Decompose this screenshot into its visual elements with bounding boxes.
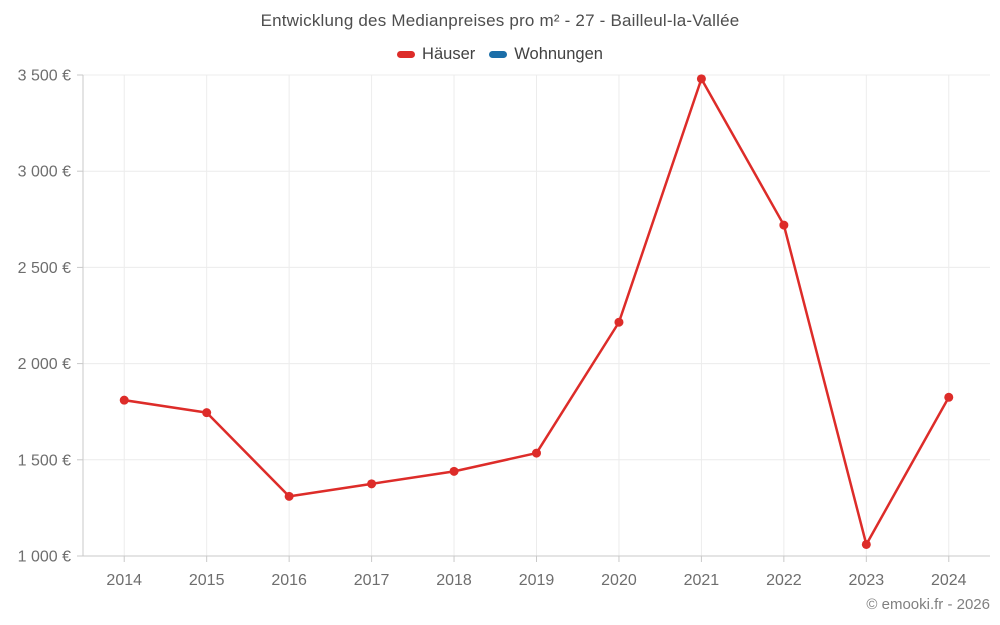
x-tick-label: 2020 [601, 572, 637, 589]
copyright-credit: © emooki.fr - 2026 [866, 596, 990, 613]
data-point-2014[interactable] [119, 395, 129, 405]
legend-swatch-haeuser-icon [397, 51, 416, 58]
x-tick-label: 2019 [519, 572, 555, 589]
x-tick-label: 2016 [271, 572, 307, 589]
legend-item-wohnungen[interactable]: Wohnungen [489, 45, 603, 64]
data-point-2015[interactable] [202, 408, 212, 418]
x-tick-label: 2023 [849, 572, 885, 589]
data-point-2017[interactable] [367, 479, 377, 489]
data-point-2024[interactable] [944, 392, 954, 402]
x-tick-label: 2015 [189, 572, 225, 589]
legend-swatch-wohnungen-icon [489, 51, 508, 58]
y-tick-label: 1 500 € [18, 452, 71, 469]
data-point-2022[interactable] [779, 220, 789, 230]
chart-legend: Häuser Wohnungen [0, 45, 1000, 64]
legend-label-wohnungen: Wohnungen [514, 45, 603, 63]
x-tick-label: 2021 [684, 572, 720, 589]
data-point-2020[interactable] [614, 317, 624, 327]
y-tick-label: 2 000 € [18, 356, 71, 373]
data-point-2019[interactable] [532, 448, 541, 458]
x-tick-label: 2022 [766, 572, 802, 589]
x-tick-label: 2018 [436, 572, 472, 589]
x-tick-label: 2024 [931, 572, 967, 589]
data-point-2023[interactable] [861, 539, 871, 549]
y-tick-label: 3 500 € [18, 68, 71, 85]
legend-item-haeuser[interactable]: Häuser [397, 45, 475, 64]
y-tick-label: 1 000 € [18, 549, 71, 566]
x-tick-label: 2014 [106, 572, 142, 589]
y-tick-label: 3 000 € [18, 164, 71, 181]
data-point-2016[interactable] [284, 491, 294, 501]
y-tick-label: 2 500 € [18, 260, 71, 277]
legend-label-haeuser: Häuser [422, 45, 476, 63]
data-point-2021[interactable] [696, 74, 706, 84]
chart-title: Entwicklung des Medianpreises pro m² - 2… [260, 11, 740, 30]
data-point-2018[interactable] [449, 466, 459, 476]
x-tick-label: 2017 [354, 572, 390, 589]
